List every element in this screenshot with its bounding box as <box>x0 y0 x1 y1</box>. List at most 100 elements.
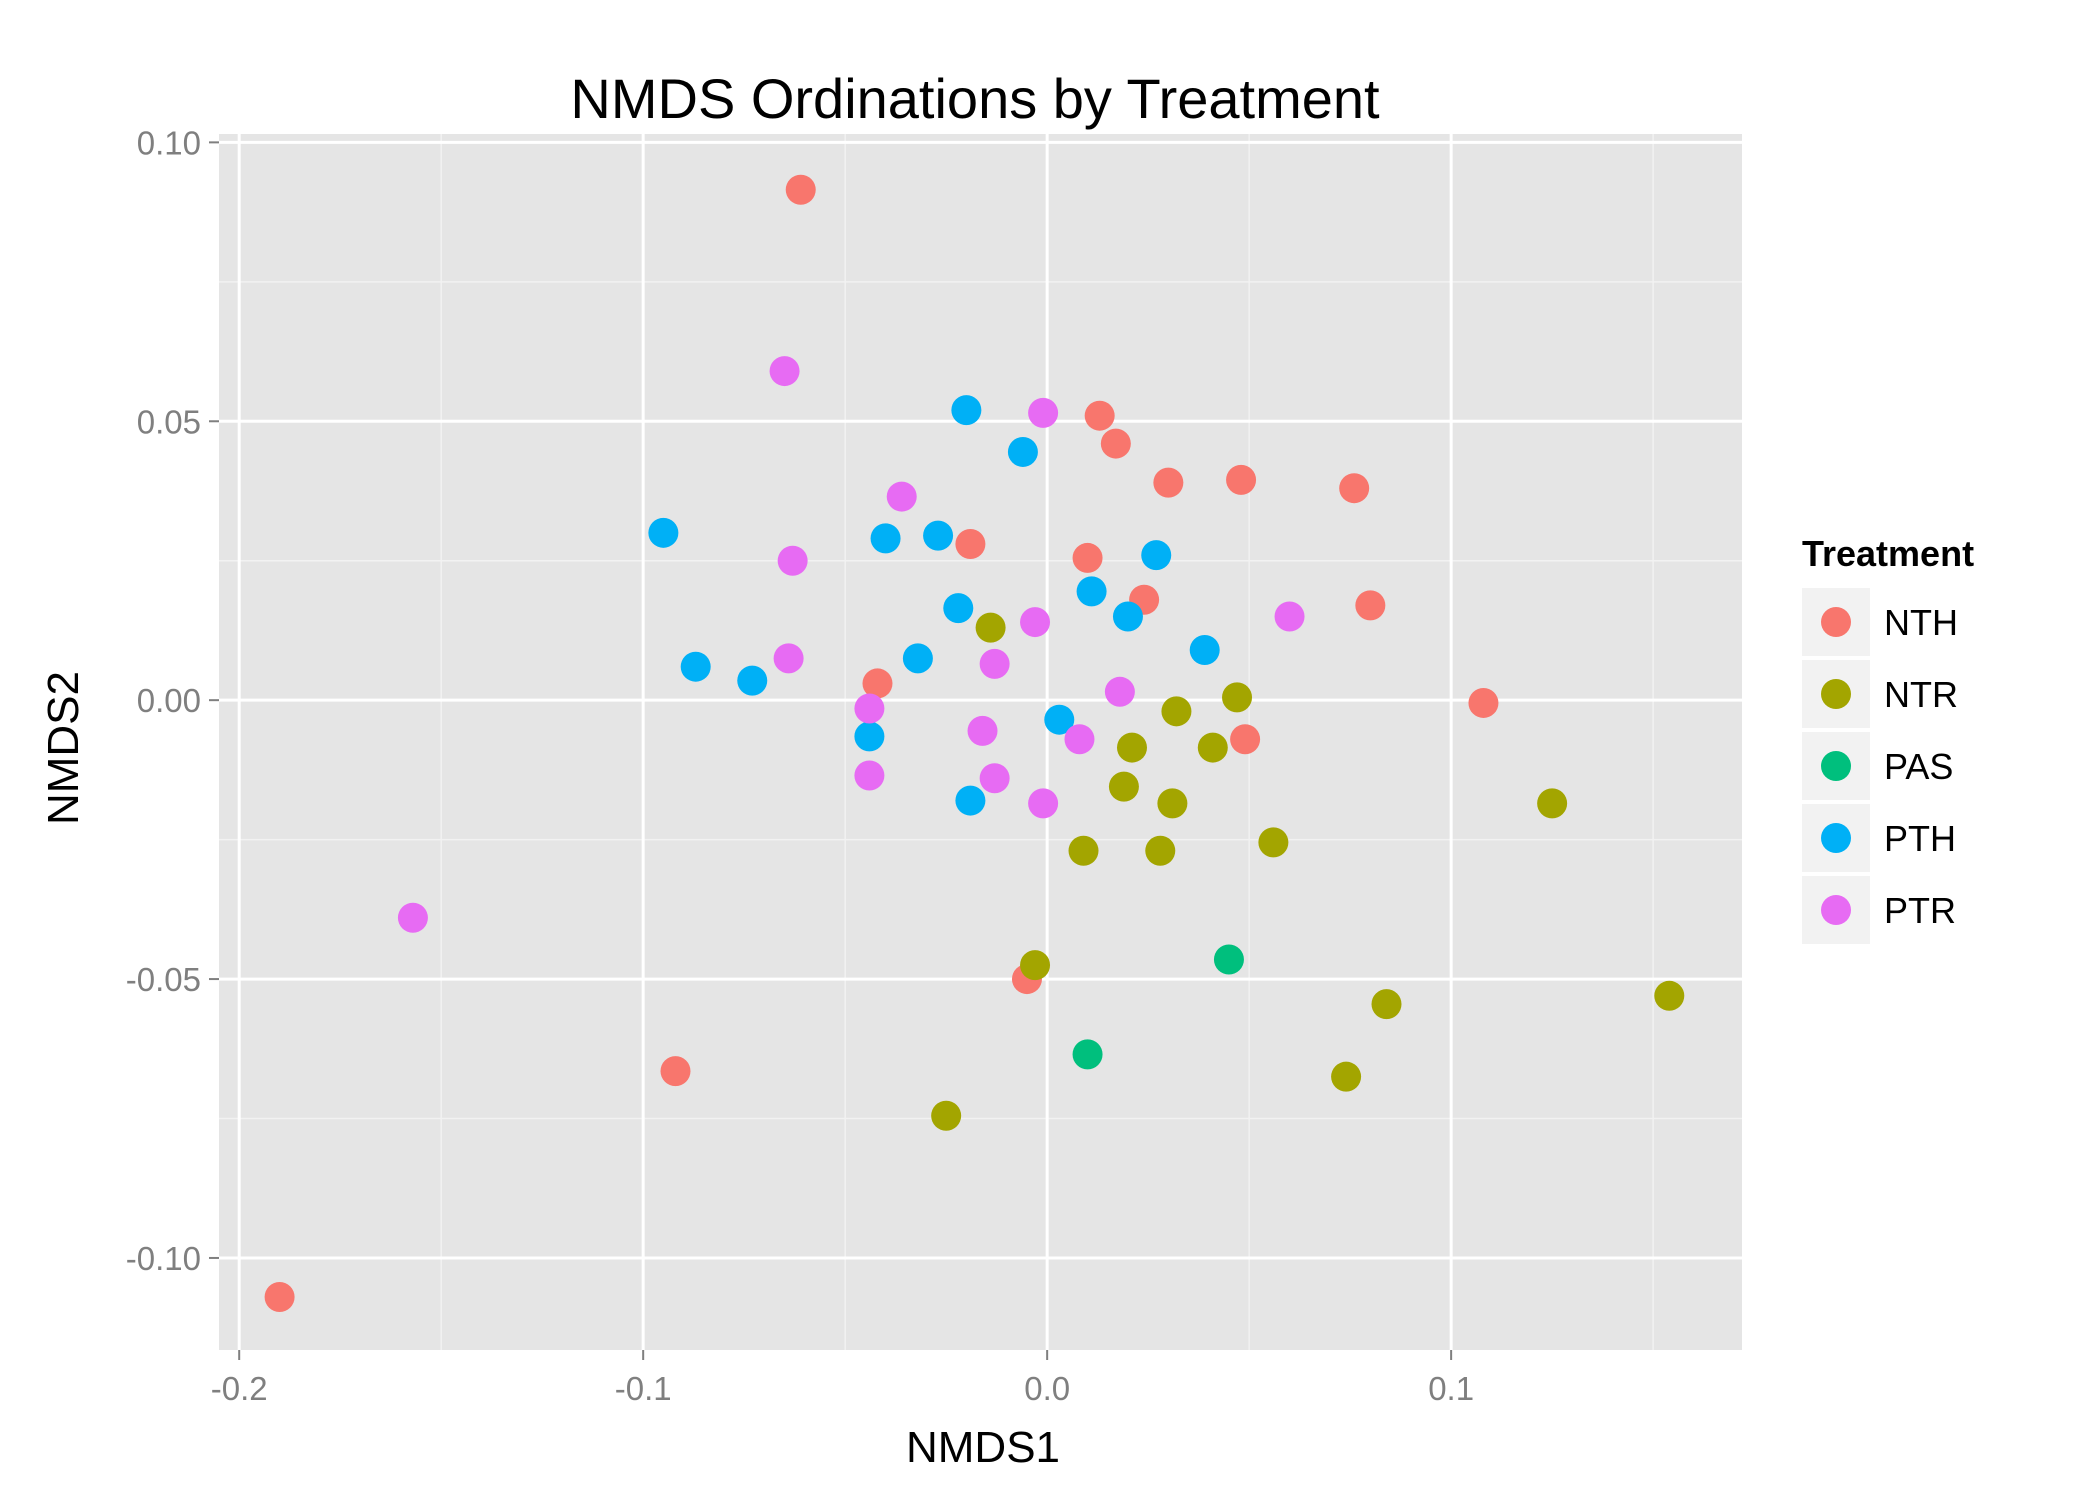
legend-label: PTR <box>1884 890 1956 931</box>
point-nth <box>1230 724 1261 755</box>
point-ntr <box>1161 696 1192 727</box>
y-tick-label: 0.00 <box>137 682 201 719</box>
point-ntr <box>1197 732 1228 763</box>
point-pas <box>1072 1039 1103 1070</box>
legend-label: PTH <box>1884 818 1956 859</box>
point-ptr <box>1274 601 1305 632</box>
y-axis-title: NMDS2 <box>39 671 88 825</box>
point-pth <box>680 651 711 682</box>
point-pth <box>854 721 885 752</box>
point-pth <box>955 785 986 816</box>
x-axis-title: NMDS1 <box>906 1423 1060 1472</box>
point-nth <box>1468 687 1499 718</box>
y-tick-label: -0.05 <box>126 961 201 998</box>
y-axis-ticks: -0.10 -0.05 0.00 0.05 0.10 <box>126 124 219 1277</box>
legend: Treatment NTH NTR PAS PTH PTR <box>1802 533 1974 944</box>
point-pas <box>1213 944 1244 975</box>
legend-key-swatch <box>1821 751 1851 781</box>
point-ntr <box>1108 771 1139 802</box>
point-nth <box>660 1056 691 1087</box>
legend-label: NTR <box>1884 674 1958 715</box>
point-ptr <box>1028 397 1059 428</box>
point-ptr <box>979 763 1010 794</box>
point-ptr <box>1064 724 1095 755</box>
point-ptr <box>777 545 808 576</box>
point-pth <box>1076 576 1107 607</box>
point-pth <box>1007 436 1038 467</box>
point-ntr <box>1331 1061 1362 1092</box>
point-ntr <box>1654 980 1685 1011</box>
point-nth <box>1355 590 1386 621</box>
point-ntr <box>1116 732 1147 763</box>
legend-key-swatch <box>1821 823 1851 853</box>
legend-item-ntr: NTR <box>1802 660 1958 728</box>
legend-key-swatch <box>1821 679 1851 709</box>
x-tick-label: -0.1 <box>615 1370 672 1407</box>
point-ptr <box>1028 788 1059 819</box>
legend-items: NTH NTR PAS PTH PTR <box>1802 588 1958 944</box>
major-gridlines <box>219 134 1742 1350</box>
point-ptr <box>979 648 1010 679</box>
legend-item-pth: PTH <box>1802 804 1956 872</box>
legend-key-swatch <box>1821 895 1851 925</box>
y-tick-label: -0.10 <box>126 1240 201 1277</box>
point-ptr <box>773 643 804 674</box>
point-pth <box>1112 601 1143 632</box>
point-ntr <box>1157 788 1188 819</box>
point-ptr <box>769 356 800 387</box>
point-nth <box>1072 542 1103 573</box>
legend-title: Treatment <box>1802 533 1974 574</box>
point-ptr <box>1104 676 1135 707</box>
point-ntr <box>1258 827 1289 858</box>
point-ntr <box>1222 682 1253 713</box>
point-pth <box>923 520 954 551</box>
data-points <box>264 174 1685 1313</box>
point-pth <box>648 517 679 548</box>
point-ntr <box>1068 835 1099 866</box>
legend-item-ptr: PTR <box>1802 876 1956 944</box>
point-ntr <box>975 612 1006 643</box>
point-ptr <box>886 481 917 512</box>
point-ntr <box>1145 835 1176 866</box>
point-ntr <box>931 1100 962 1131</box>
point-nth <box>1153 467 1184 498</box>
chart-title: NMDS Ordinations by Treatment <box>570 67 1380 130</box>
point-nth <box>785 174 816 205</box>
x-tick-label: -0.2 <box>211 1370 268 1407</box>
x-axis-ticks: -0.2 -0.1 0.0 0.1 <box>211 1350 1474 1407</box>
legend-key-swatch <box>1821 607 1851 637</box>
point-pth <box>1141 540 1172 571</box>
point-pth <box>870 523 901 554</box>
y-tick-label: 0.10 <box>137 124 201 161</box>
point-pth <box>902 643 933 674</box>
x-tick-label: 0.1 <box>1428 1370 1474 1407</box>
point-nth <box>1339 473 1370 504</box>
point-ptr <box>967 715 998 746</box>
point-ptr <box>1020 607 1051 638</box>
point-nth <box>264 1282 295 1313</box>
legend-label: NTH <box>1884 602 1958 643</box>
legend-item-pas: PAS <box>1802 732 1953 800</box>
point-ptr <box>397 902 428 933</box>
point-nth <box>1100 428 1131 459</box>
legend-label: PAS <box>1884 746 1953 787</box>
point-nth <box>862 668 893 699</box>
point-ptr <box>854 760 885 791</box>
point-pth <box>943 593 974 624</box>
point-ptr <box>854 693 885 724</box>
y-tick-label: 0.05 <box>137 403 201 440</box>
x-tick-label: 0.0 <box>1024 1370 1070 1407</box>
legend-item-nth: NTH <box>1802 588 1958 656</box>
point-pth <box>737 665 768 696</box>
point-ntr <box>1020 950 1051 981</box>
point-pth <box>1189 634 1220 665</box>
point-nth <box>1226 464 1257 495</box>
point-pth <box>1044 704 1075 735</box>
point-ntr <box>1371 989 1402 1020</box>
point-ntr <box>1537 788 1568 819</box>
point-nth <box>955 528 986 559</box>
point-nth <box>1084 400 1115 431</box>
point-pth <box>951 395 982 426</box>
